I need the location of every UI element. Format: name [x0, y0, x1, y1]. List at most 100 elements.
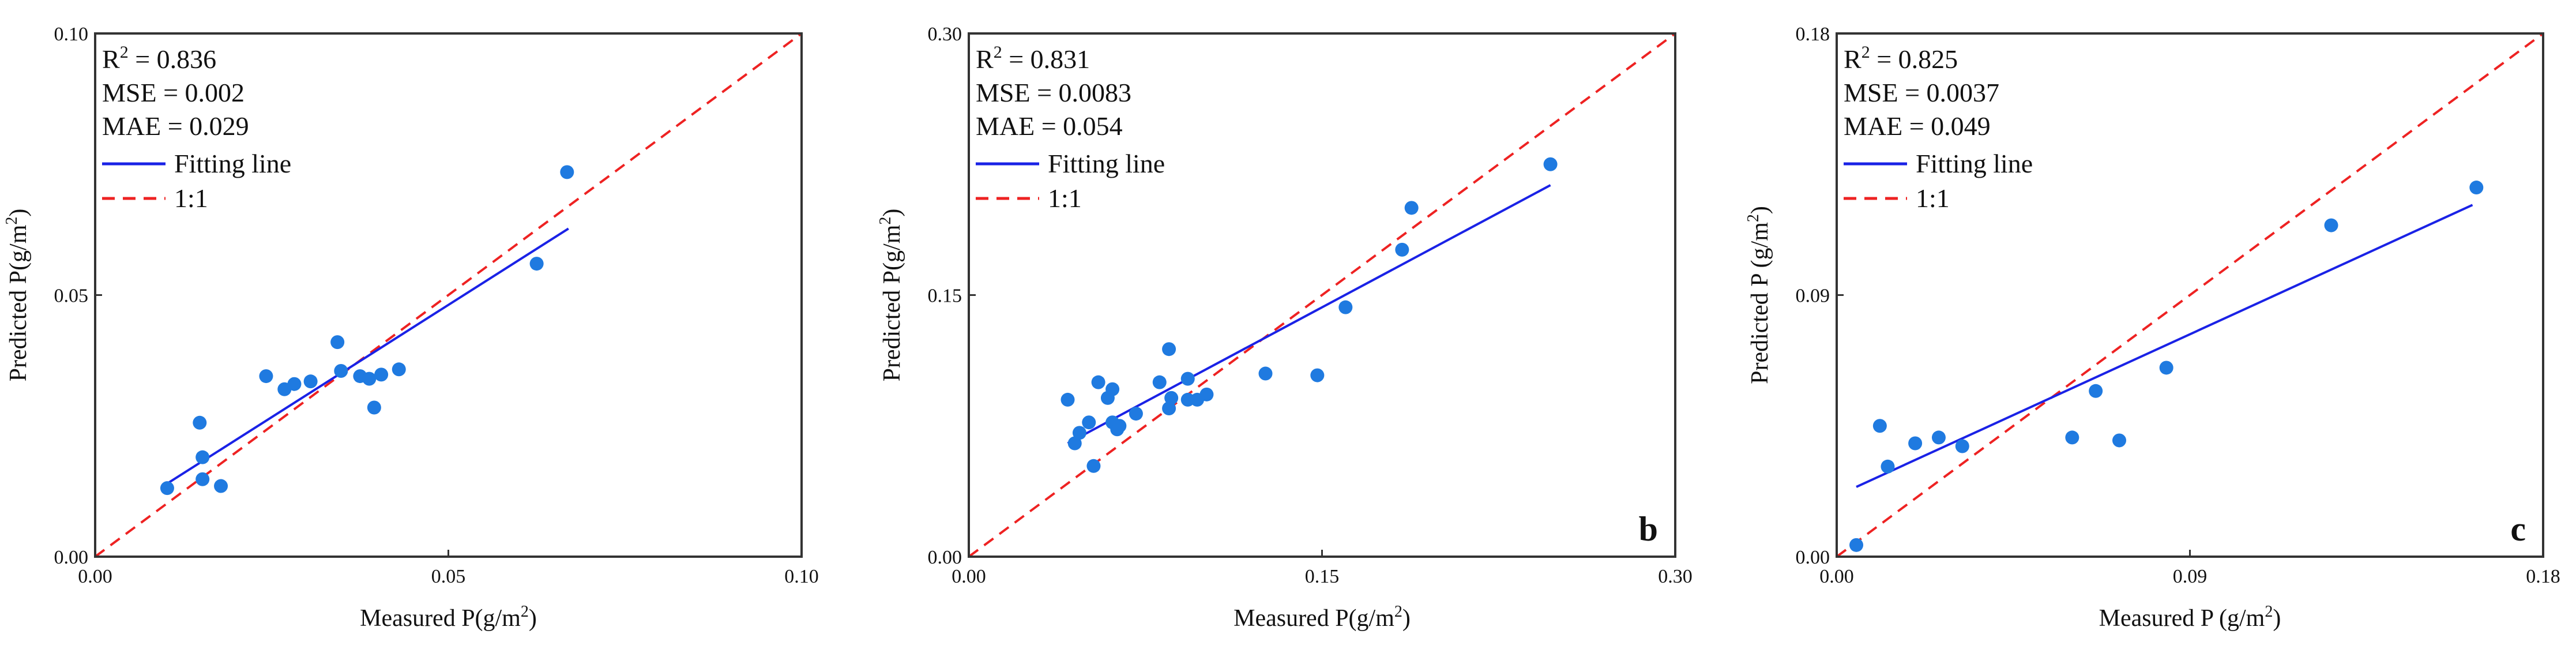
- data-point: [1199, 387, 1214, 401]
- data-point: [1310, 368, 1325, 382]
- data-point: [1091, 375, 1105, 389]
- fitting-line: [165, 227, 569, 486]
- data-point: [2065, 430, 2079, 445]
- mse-text: MSE = 0.0083: [976, 78, 1131, 107]
- data-point: [160, 481, 174, 496]
- data-point: [1129, 407, 1143, 421]
- data-point: [1072, 426, 1086, 440]
- data-point: [334, 364, 348, 378]
- data-point: [259, 369, 273, 384]
- y-axis-label: Predicted P(g/m2): [877, 209, 905, 382]
- x-tick-label: 0.10: [784, 566, 819, 587]
- x-tick-label: 0.00: [952, 566, 986, 587]
- data-point: [1395, 242, 1409, 257]
- y-tick-label: 0.18: [1796, 24, 1830, 45]
- data-point: [1258, 366, 1273, 381]
- one-to-one-line: [94, 32, 803, 558]
- legend-one-to-one-label: 1:1: [174, 183, 208, 213]
- data-point: [1164, 391, 1179, 405]
- y-axis-label: Predicted P (g/m2): [1744, 206, 1773, 384]
- x-axis-label: Measured P(g/m2): [1234, 603, 1411, 632]
- data-point: [1152, 375, 1167, 389]
- data-point: [1105, 382, 1120, 396]
- y-tick-label: 0.15: [928, 286, 962, 307]
- scatter-panel-b: 0.00 0.15 0.30 0.00 0.15 0.30 Measured P(g/m2)…: [853, 0, 1713, 650]
- fitting-line: [1856, 204, 2473, 488]
- x-tick-label: 0.05: [431, 566, 466, 587]
- y-tick-label: 0.30: [928, 24, 962, 45]
- data-point: [1931, 430, 1946, 445]
- data-point: [374, 367, 389, 382]
- mae-text: MAE = 0.029: [102, 111, 249, 141]
- data-point: [330, 335, 345, 350]
- r-squared-text: R2 = 0.831: [976, 43, 1090, 74]
- data-point: [1955, 439, 1969, 453]
- one-to-one-line: [1836, 32, 2544, 558]
- data-point: [529, 257, 544, 271]
- y-axis-label: Predicted P(g/m2): [3, 209, 32, 382]
- data-point: [2089, 384, 2103, 398]
- mae-text: MAE = 0.049: [1844, 111, 1991, 141]
- x-tick-label: 0.00: [1819, 566, 1854, 587]
- x-tick-label: 0.30: [1658, 566, 1693, 587]
- data-point: [362, 371, 377, 386]
- mse-text: MSE = 0.0037: [1844, 78, 1999, 107]
- data-point: [1404, 201, 1419, 215]
- panel-letter: c: [2510, 510, 2526, 548]
- y-tick-label: 0.00: [928, 547, 962, 568]
- legend-fit-label: Fitting line: [174, 149, 291, 178]
- mae-text: MAE = 0.054: [976, 111, 1123, 141]
- legend-fit-label: Fitting line: [1048, 149, 1165, 178]
- y-tick-label: 0.00: [54, 547, 89, 568]
- x-tick-label: 0.09: [2173, 566, 2208, 587]
- data-point: [2112, 433, 2126, 448]
- data-point: [1162, 401, 1176, 416]
- data-point: [193, 415, 207, 430]
- data-point: [195, 472, 210, 486]
- scatter-panel-c: 0.00 0.09 0.18 0.00 0.09 0.18 Measured P (g/m2…: [1713, 0, 2576, 650]
- scatter-plot: 0.00 0.09 0.18 0.00 0.09 0.18 Measured P (g/m2…: [1744, 24, 2560, 632]
- y-tick-label: 0.00: [1796, 547, 1830, 568]
- data-point: [303, 374, 318, 389]
- fitting-line: [1067, 184, 1551, 445]
- x-tick-label: 0.18: [2526, 566, 2560, 587]
- data-point: [392, 362, 406, 377]
- panel-letter: b: [1639, 510, 1658, 548]
- x-tick-label: 0.00: [78, 566, 112, 587]
- r-squared-text: R2 = 0.825: [1844, 43, 1958, 74]
- data-point: [1112, 419, 1127, 433]
- data-point: [1061, 392, 1075, 407]
- scatter-panel-a: 0.00 0.05 0.10 0.00 0.05 0.10 Measured P(g/m2)…: [0, 0, 853, 650]
- data-point: [1908, 436, 1923, 451]
- data-point: [1543, 157, 1558, 171]
- scatter-plot: 0.00 0.05 0.10 0.00 0.05 0.10 Measured P(g/m2)…: [3, 24, 819, 632]
- data-point: [1872, 419, 1887, 433]
- legend-one-to-one-label: 1:1: [1048, 183, 1082, 213]
- data-point: [2159, 361, 2173, 375]
- legend-one-to-one-label: 1:1: [1916, 183, 1950, 213]
- x-tick-label: 0.15: [1305, 566, 1340, 587]
- data-point: [214, 479, 228, 493]
- one-to-one-line: [968, 32, 1676, 558]
- data-point: [1162, 342, 1176, 356]
- data-point: [1067, 436, 1082, 451]
- x-axis-label: Measured P (g/m2): [2099, 603, 2281, 632]
- y-tick-label: 0.05: [54, 286, 89, 307]
- scatter-plot: 0.00 0.15 0.30 0.00 0.15 0.30 Measured P(g/m2)…: [877, 24, 1693, 632]
- data-point: [287, 377, 302, 391]
- data-point: [1180, 371, 1195, 386]
- x-axis-label: Measured P(g/m2): [360, 603, 537, 632]
- r-squared-text: R2 = 0.836: [102, 43, 216, 74]
- data-point: [1082, 415, 1096, 430]
- data-point: [1849, 538, 1864, 552]
- legend-fit-label: Fitting line: [1916, 149, 2033, 178]
- data-point: [560, 165, 574, 179]
- data-point: [195, 450, 210, 464]
- data-point: [1338, 300, 1353, 314]
- y-tick-label: 0.09: [1796, 286, 1830, 307]
- data-point: [2324, 218, 2338, 232]
- mse-text: MSE = 0.002: [102, 78, 245, 107]
- y-tick-label: 0.10: [54, 24, 89, 45]
- data-point: [1086, 459, 1101, 473]
- data-point: [1881, 459, 1895, 474]
